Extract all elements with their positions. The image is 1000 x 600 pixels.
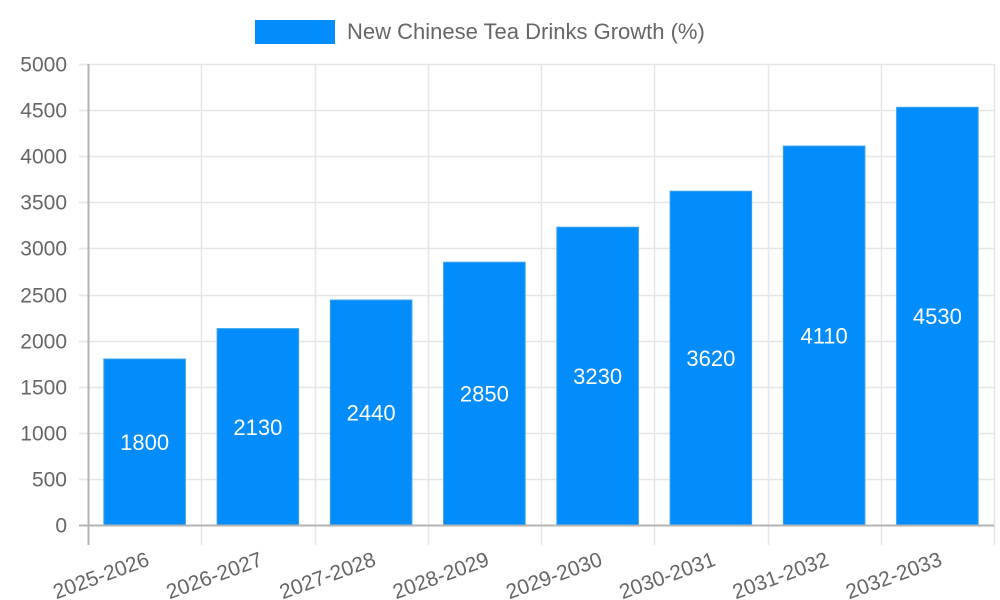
chart-legend[interactable]: New Chinese Tea Drinks Growth (%): [255, 19, 705, 45]
y-tick-label: 4000: [20, 146, 67, 169]
y-tick-label: 5000: [20, 54, 67, 77]
x-tick-label: 2026-2027: [163, 548, 265, 600]
x-tick-label: 2031-2032: [730, 548, 832, 600]
y-tick-label: 4500: [20, 100, 67, 123]
bar[interactable]: [329, 299, 413, 526]
x-tick-label: 2025-2026: [50, 548, 152, 600]
axes: [79, 64, 994, 545]
y-tick-label: 3000: [20, 238, 67, 261]
y-tick-label: 2000: [20, 331, 67, 354]
bar-value-label: 2130: [233, 415, 282, 440]
bar-value-label: 2440: [347, 401, 396, 426]
y-tick-label: 1000: [20, 423, 67, 446]
bar-value-label: 4530: [913, 304, 962, 329]
bar[interactable]: [443, 261, 526, 526]
bar[interactable]: [669, 190, 753, 526]
bar-value-label: 2850: [460, 382, 509, 407]
bar-value-label: 4110: [800, 324, 847, 349]
bar-value-label: 1800: [120, 430, 169, 455]
data-labels: 1800 2130 2440 2850 3230 3620 4110 4530: [120, 304, 962, 455]
y-tick-label: 1500: [20, 377, 67, 400]
x-tick-label: 2030-2031: [616, 548, 718, 600]
legend-swatch: [255, 20, 335, 44]
y-tick-label: 0: [55, 515, 67, 538]
bar[interactable]: [556, 226, 639, 526]
y-tick-label: 2500: [20, 285, 67, 308]
x-tick-label: 2032-2033: [843, 548, 945, 600]
y-axis-tick-labels: 0 500 1000 1500 2000 2500 3000 3500 4000 4500 5000: [20, 54, 67, 538]
bar[interactable]: [782, 145, 866, 526]
bar[interactable]: [103, 358, 186, 526]
x-axis-tick-labels: 2025-2026 2026-2027 2027-2028 2028-2029 2029…: [50, 548, 945, 600]
bar[interactable]: [896, 106, 979, 526]
bar-series: [103, 106, 979, 526]
x-tick-label: 2028-2029: [390, 548, 492, 600]
bar[interactable]: [216, 328, 300, 526]
bar-value-label: 3230: [573, 364, 622, 389]
bar-value-label: 3620: [686, 346, 735, 371]
x-tick-label: 2029-2030: [503, 548, 605, 600]
x-tick-label: 2027-2028: [277, 548, 379, 600]
legend-label: New Chinese Tea Drinks Growth (%): [347, 19, 705, 44]
y-tick-label: 500: [32, 469, 67, 492]
y-tick-label: 3500: [20, 192, 67, 215]
